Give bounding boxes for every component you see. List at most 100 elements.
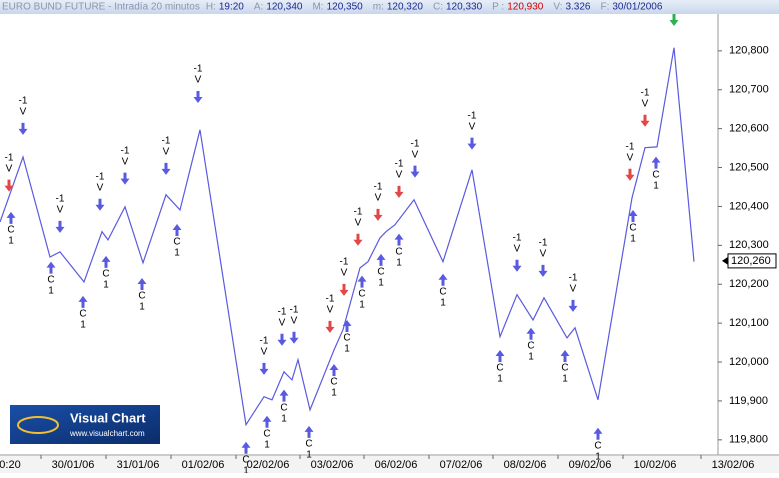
signal-text: V [375,192,382,203]
sell-arrow [640,114,650,127]
signal-text: V [20,107,27,118]
signal-text: 1 [528,351,534,362]
signal-text: C [263,428,270,439]
x-tick-label: 03/02/06 [311,459,354,471]
x-tick-label: 08/02/06 [504,459,547,471]
header-field-value: 120,350 [327,2,364,13]
y-tick-label: 120,500 [729,161,769,173]
x-tick-label: 06/02/06 [375,459,418,471]
x-tick-label: 30/01/06 [52,459,95,471]
signal-text: C [358,288,365,299]
buy-arrow [262,415,272,428]
signal-text: C [594,440,601,451]
signal-text: 1 [331,388,337,399]
signal-text: 1 [497,374,503,385]
signal-text: V [279,317,286,328]
x-tick-label: 07/02/06 [440,459,483,471]
buy-arrow [6,211,16,224]
buy-arrow [279,389,289,402]
signal-buy: C1 [376,253,386,289]
signal-sell: -1V [55,194,65,233]
header-field-value: 19:20 [219,2,244,13]
signal-text: C [102,268,109,279]
signal-text: V [355,217,362,228]
signal-sell: -1V [625,141,635,181]
signal-sell: -1V [538,237,548,277]
signal-sell: -1V [277,306,287,346]
y-tick-label: 120,800 [729,45,769,57]
sell-arrow [669,13,679,26]
signal-sell: -1V [289,304,299,344]
header-field-value: 120,330 [446,2,483,13]
signal-text: -1 [354,206,363,217]
sell-arrow [512,259,522,272]
sell-arrow [325,320,335,333]
buy-arrow [172,223,182,236]
y-tick-label: 120,100 [729,317,769,329]
buy-arrow [304,425,314,438]
buy-arrow [495,349,505,362]
signal-buy: C1 [593,427,603,462]
signal-buy: C1 [495,349,505,385]
signal-text: 1 [103,279,109,290]
signal-buy: C1 [394,233,404,268]
signal-text: -1 [278,306,287,317]
signal-text: V [291,315,298,326]
buy-arrow [137,278,147,291]
signal-text: -1 [468,110,477,121]
buy-arrow [78,295,88,308]
header-field-label: A: [254,2,263,13]
y-tick-label: 120,300 [729,239,769,251]
y-tick-label: 120,600 [729,123,769,135]
signal-sell: -1V [95,171,105,211]
signal-text: 1 [595,451,601,462]
signal-text: 1 [653,180,659,191]
signal-sell: -1V [193,64,203,103]
buy-arrow [628,209,638,222]
signal-buy: C1 [241,441,251,476]
signal-sell: -1V [467,110,477,150]
signal-sell: -1V [120,145,130,185]
signal-sell: -1V [640,87,650,127]
signal-text: C [242,454,249,465]
signal-text: V [540,248,547,259]
signal-buy: C1 [78,295,88,331]
buy-arrow [241,441,251,454]
buy-arrow [329,363,339,376]
x-tick-label: 01/02/06 [182,459,225,471]
y-tick-label: 119,900 [729,395,768,407]
sell-arrow [538,264,548,277]
signal-text: V [195,75,202,86]
signal-buy: C1 [329,363,339,399]
signal-text: 1 [378,278,384,289]
header-bar [0,0,779,14]
header-field-label: V: [553,2,562,13]
sell-arrow [625,168,635,181]
sell-arrow [339,283,349,296]
signal-text: -1 [194,64,203,75]
buy-arrow [560,349,570,362]
sell-arrow [193,90,203,103]
signal-buy: C1 [651,156,661,191]
signal-text: V [570,283,577,294]
logo-box [10,405,160,444]
signal-text: -1 [121,145,130,156]
signal-text: C [629,223,636,234]
header-field-value: 30/01/2006 [612,2,662,13]
signal-text: 1 [174,248,180,259]
signal-buy: C1 [279,389,289,424]
signal-text: -1 [96,171,105,182]
signal-buy: C1 [438,273,448,308]
signal-text: C [439,286,446,297]
signal-text: C [79,309,86,320]
buy-arrow [101,255,111,268]
signal-text: V [412,149,419,160]
y-tick-label: 119,800 [729,434,768,446]
signal-sell: -1V [339,257,349,296]
signal-buy: C1 [304,425,314,460]
signal-text: C [280,402,287,413]
buy-arrow [342,320,352,333]
y-tick-label: 120,000 [729,356,769,368]
sell-arrow [394,185,404,198]
